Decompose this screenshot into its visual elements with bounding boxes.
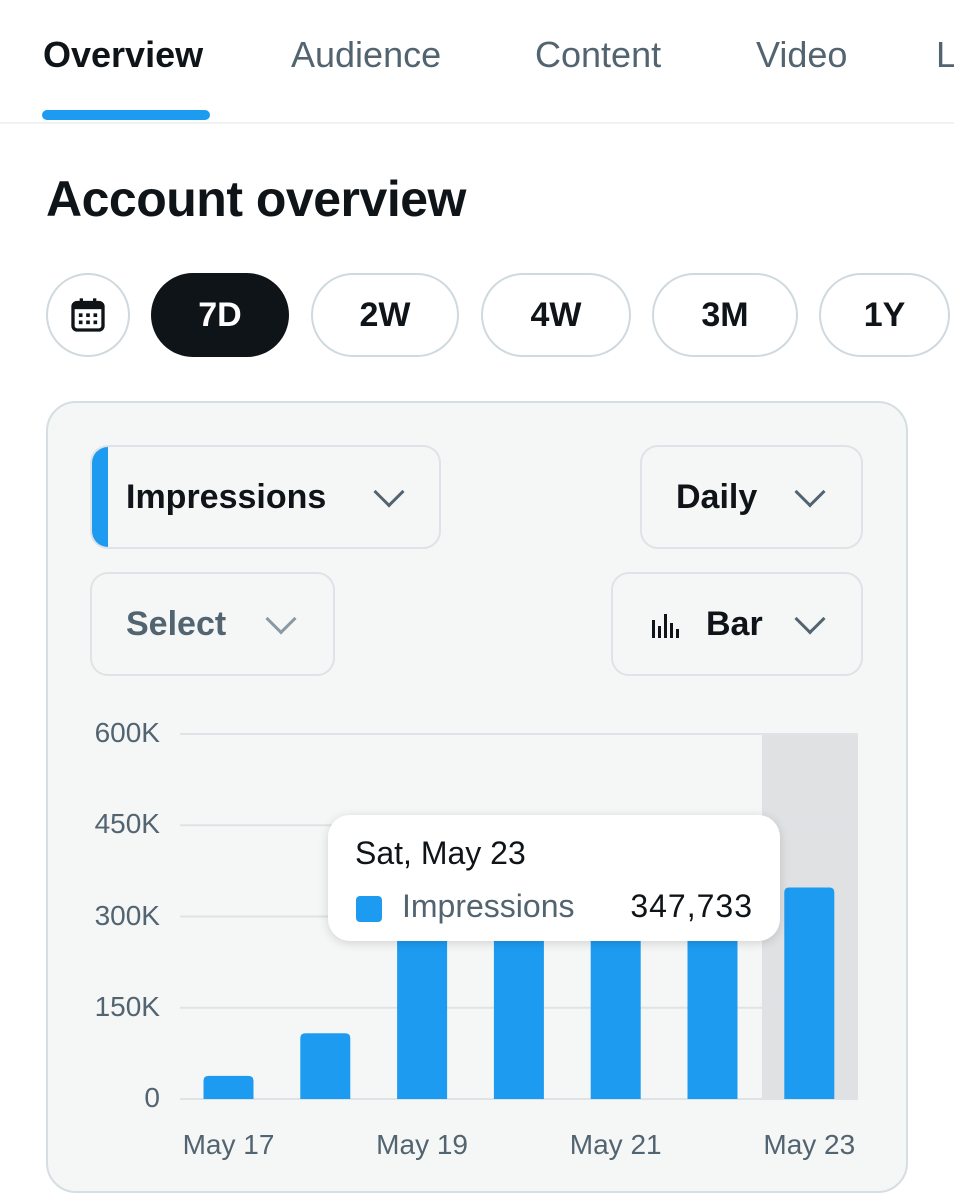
tab-content[interactable]: Content — [535, 34, 662, 75]
compare-dropdown[interactable]: Select — [90, 572, 335, 676]
chart-type-dropdown[interactable]: Bar — [611, 572, 863, 676]
chart-type-dropdown-label: Bar — [706, 604, 763, 643]
tooltip-series-name: Impressions — [402, 888, 575, 924]
range-7d-button[interactable]: 7D — [151, 273, 289, 357]
chart-bar[interactable] — [590, 916, 641, 1100]
compare-dropdown-label: Select — [126, 604, 227, 643]
date-picker-button[interactable] — [46, 273, 130, 357]
chart-bar[interactable] — [397, 916, 448, 1100]
range-3m-button[interactable]: 3M — [652, 273, 798, 357]
tab-video[interactable]: Video — [756, 34, 848, 75]
y-tick-label: 300K — [94, 899, 160, 931]
chart-bar[interactable] — [784, 887, 835, 1099]
bar-chart-icon — [652, 614, 679, 638]
calendar-icon — [71, 298, 105, 332]
tab-more-cut-off[interactable]: L — [936, 34, 954, 75]
y-tick-label: 450K — [94, 808, 160, 840]
tab-audience[interactable]: Audience — [291, 34, 442, 75]
chart-bar[interactable] — [493, 916, 544, 1100]
metric-dropdown-label: Impressions — [126, 477, 327, 516]
analytics-tabs: Overview Audience Content Video L — [0, 0, 954, 124]
x-tick-label: May 21 — [569, 1129, 662, 1160]
tooltip-value: 347,733 — [630, 888, 753, 924]
chart-bar[interactable] — [203, 1075, 254, 1099]
active-tab-indicator — [42, 110, 210, 120]
range-4w-button[interactable]: 4W — [481, 273, 631, 357]
range-2w-button[interactable]: 2W — [311, 273, 459, 357]
y-tick-label: 0 — [144, 1082, 160, 1113]
chart-tooltip: Sat, May 23 Impressions 347,733 — [328, 815, 780, 941]
interval-dropdown[interactable]: Daily — [640, 445, 863, 549]
range-1y-button[interactable]: 1Y — [819, 273, 950, 357]
metric-dropdown[interactable]: Impressions — [90, 445, 441, 549]
y-tick-label: 600K — [94, 717, 160, 748]
y-tick-label: 150K — [94, 990, 160, 1022]
tab-overview[interactable]: Overview — [43, 34, 204, 75]
x-tick-label: May 23 — [763, 1129, 856, 1160]
metric-color-marker — [92, 447, 108, 547]
tooltip-date: Sat, May 23 — [355, 835, 526, 871]
x-tick-label: May 19 — [376, 1129, 468, 1160]
chart-bar[interactable] — [687, 916, 738, 1100]
tooltip-series-swatch — [356, 896, 382, 922]
x-tick-label: May 17 — [182, 1129, 275, 1160]
page-title: Account overview — [46, 171, 466, 227]
chart-bar[interactable] — [300, 1033, 351, 1099]
interval-dropdown-label: Daily — [676, 477, 758, 516]
